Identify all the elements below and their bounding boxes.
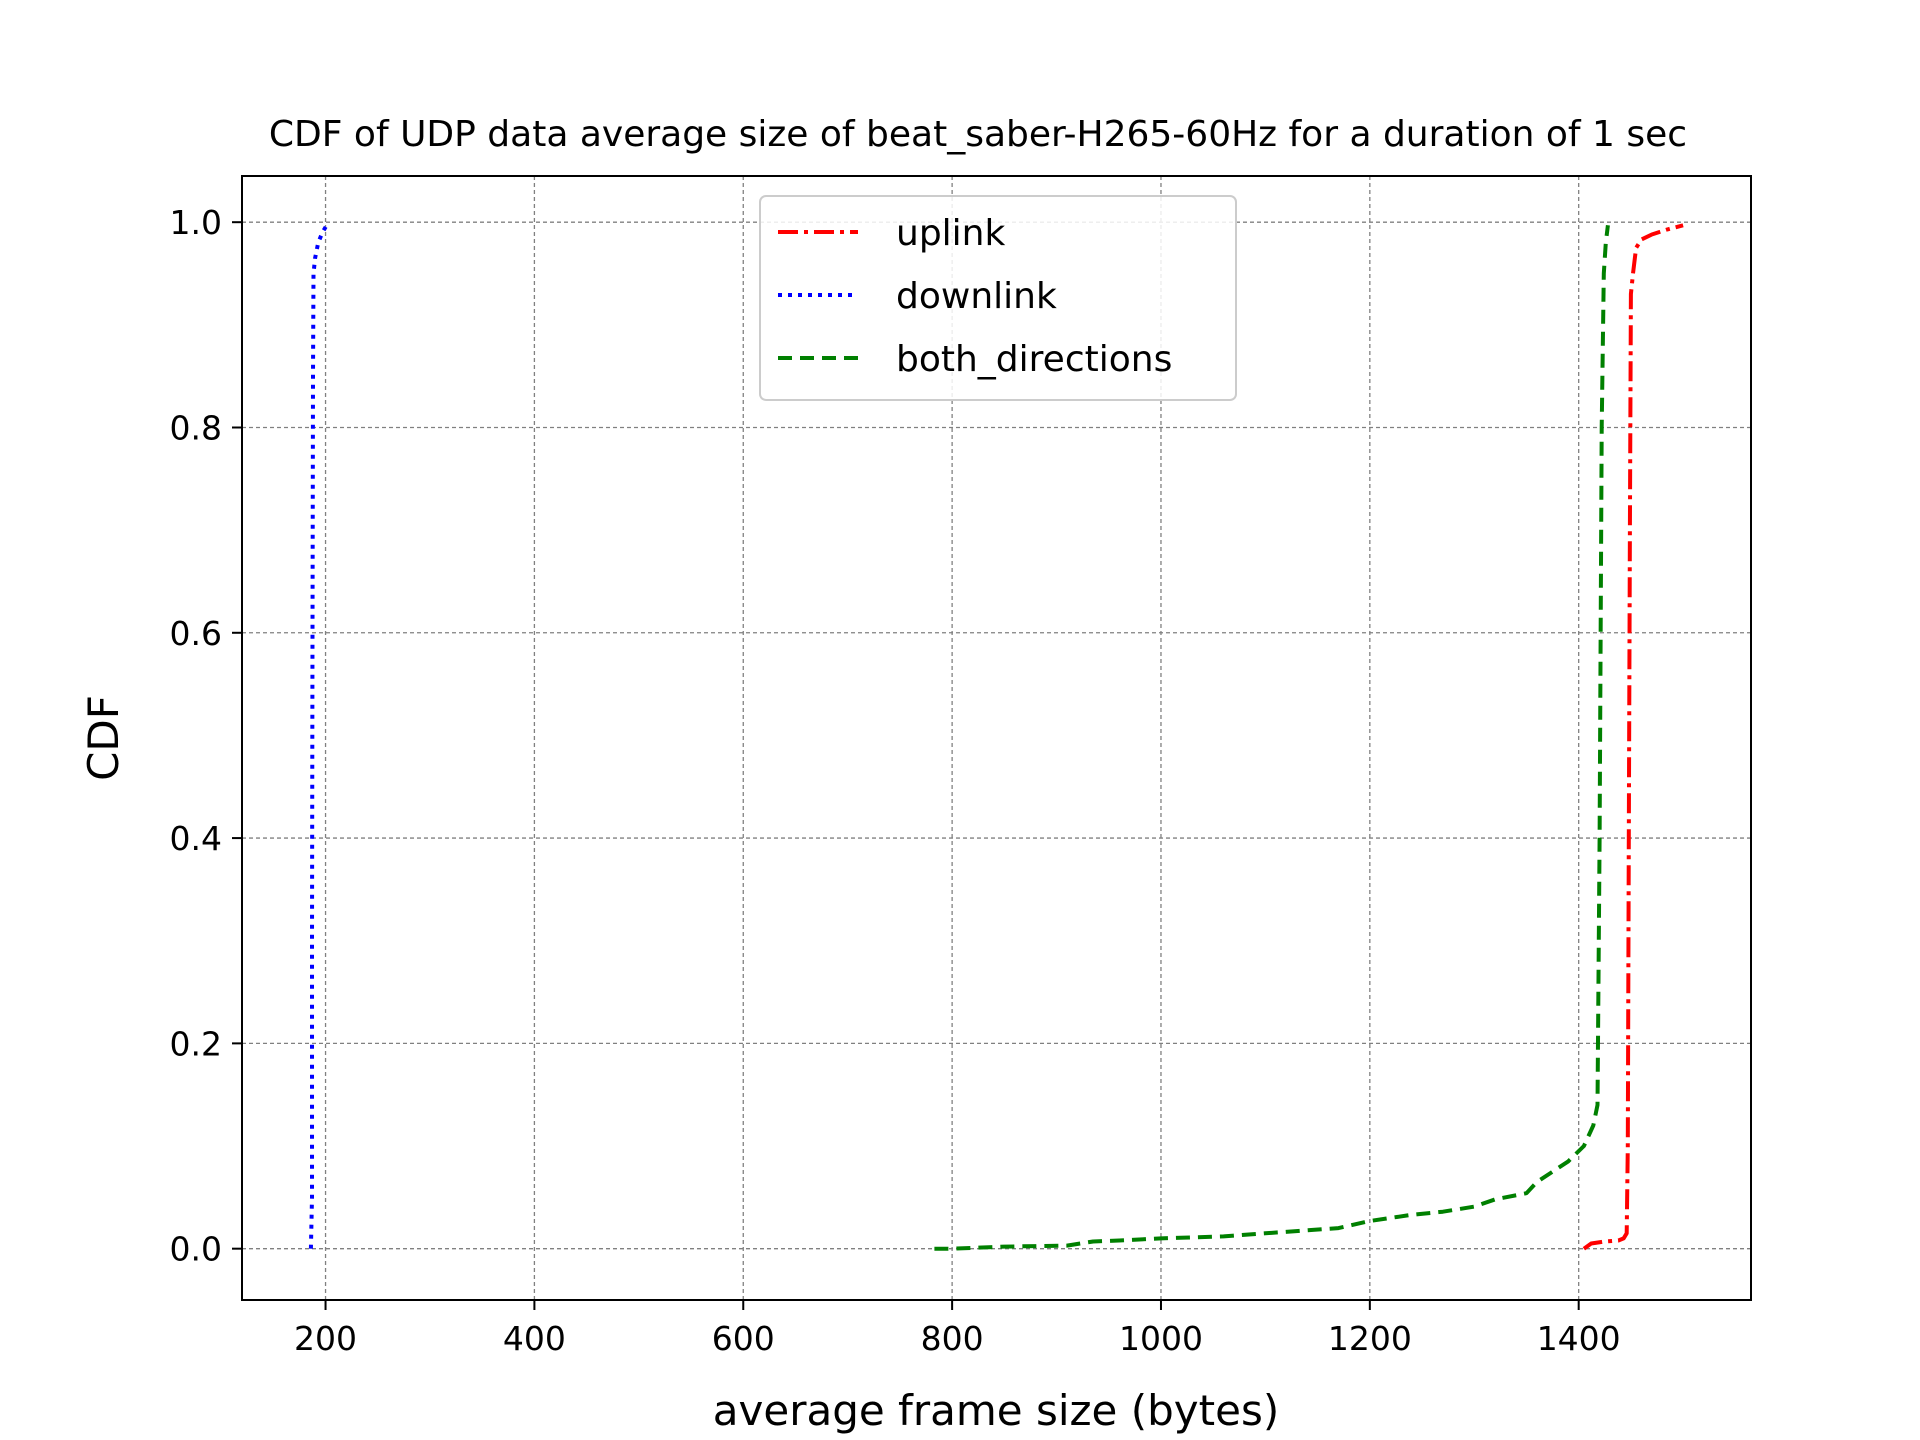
chart-title: CDF of UDP data average size of beat_sab…	[269, 114, 1687, 155]
x-tick-label: 400	[503, 1319, 566, 1358]
legend-label-both-directions: both_directions	[896, 339, 1172, 380]
y-tick-label: 1.0	[170, 203, 222, 242]
x-axis-ticks: 200 400 600 800 1000 1200 1400	[294, 1300, 1621, 1358]
plot-frame	[241, 175, 1752, 1301]
y-tick-label: 0.0	[170, 1230, 222, 1269]
legend: uplink downlink both_directions	[759, 195, 1237, 401]
x-tick-label: 1000	[1119, 1319, 1203, 1358]
series-line-downlink	[308, 224, 329, 1249]
x-tick-label: 800	[921, 1319, 984, 1358]
x-tick-label: 600	[712, 1319, 775, 1358]
y-tick-label: 0.6	[170, 614, 222, 653]
y-tick-label: 0.2	[170, 1024, 222, 1063]
series-line-uplink	[1582, 223, 1684, 1251]
x-tick-label: 200	[294, 1319, 357, 1358]
y-tick-label: 0.8	[170, 408, 222, 447]
y-axis-label: CDF	[79, 695, 128, 781]
y-axis-ticks: 0.0 0.2 0.4 0.6 0.8 1.0	[170, 203, 242, 1269]
legend-label-downlink: downlink	[896, 276, 1057, 317]
series-line-both-directions	[934, 225, 1610, 1251]
x-tick-label: 1400	[1537, 1319, 1621, 1358]
x-axis-label: average frame size (bytes)	[713, 1386, 1279, 1435]
grid	[242, 176, 1751, 1300]
legend-box	[759, 195, 1237, 401]
series-layer	[308, 223, 1684, 1251]
y-tick-label: 0.4	[170, 819, 222, 858]
legend-label-uplink: uplink	[896, 213, 1005, 254]
x-tick-label: 1200	[1328, 1319, 1412, 1358]
